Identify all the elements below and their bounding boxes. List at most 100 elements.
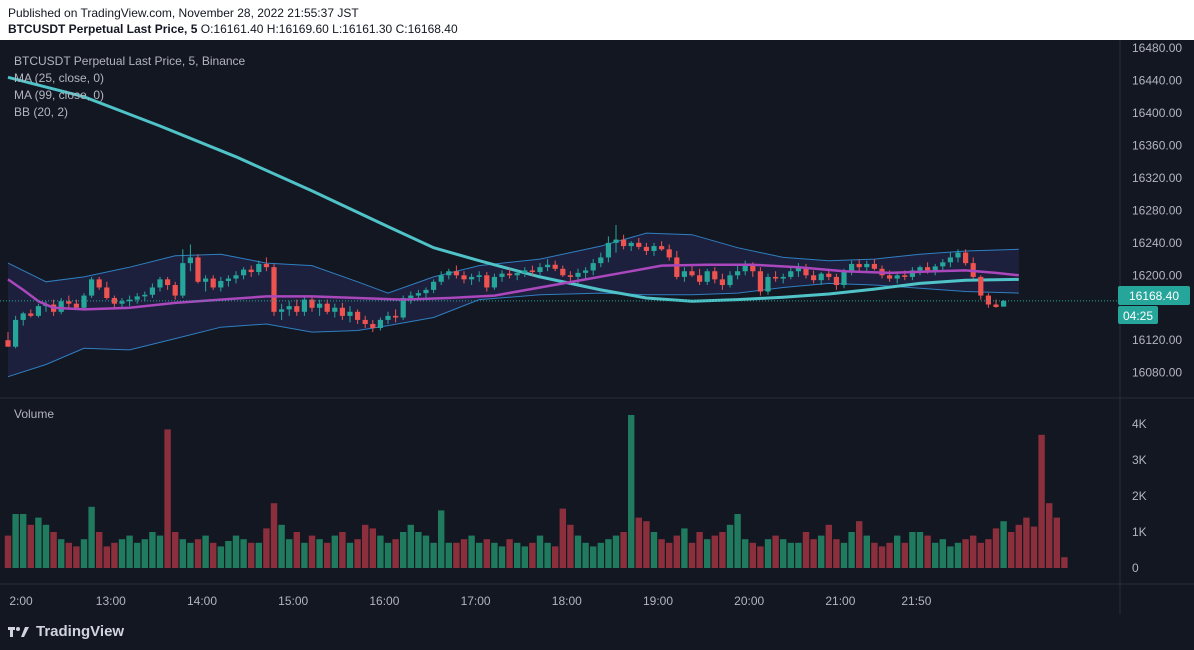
candle [134, 293, 140, 304]
time-tick-label: 20:00 [734, 594, 764, 608]
candle [689, 265, 695, 277]
candle [119, 298, 125, 308]
volume-bar [1023, 517, 1030, 568]
candle-body [598, 257, 604, 264]
volume-bar [149, 532, 156, 568]
candle-body [507, 273, 513, 276]
volume-bar [780, 539, 787, 568]
volume-bar [650, 532, 658, 568]
time-tick-label: 21:50 [901, 594, 931, 608]
legend-ma99[interactable]: MA (99, close, 0) [14, 88, 104, 102]
candle [438, 271, 444, 286]
candle [347, 306, 353, 323]
volume-bar [1030, 526, 1038, 568]
volume-bar [825, 524, 832, 568]
candle [180, 249, 186, 299]
time-tick-label: 15:00 [278, 594, 308, 608]
candle-body [849, 263, 855, 272]
volume-bar [977, 542, 984, 568]
legend: BTCUSDT Perpetual Last Price, 5, Binance… [14, 54, 246, 421]
candle-body [681, 271, 687, 277]
volume-bar [1046, 503, 1053, 568]
time-tick-label: 21:00 [825, 594, 855, 608]
volume-bar [278, 524, 285, 568]
axes: 16480.00 16440.00 16400.00 16360.00 16320.00… [0, 40, 1194, 614]
candle [263, 257, 269, 272]
volume-bar [476, 542, 483, 568]
volume-bar [1053, 517, 1060, 568]
volume-bar [331, 535, 338, 568]
candle-body [719, 279, 725, 286]
legend-bb[interactable]: BB (20, 2) [14, 105, 68, 119]
volume-bar [445, 542, 452, 568]
candle-body [119, 301, 125, 304]
candle [681, 267, 687, 282]
candle [301, 295, 307, 316]
volume-bar [202, 535, 209, 568]
volume-bar [1038, 434, 1045, 568]
time-tick-label: 2:00 [9, 594, 33, 608]
volume-bar [521, 546, 528, 568]
candle [697, 268, 703, 286]
candle-body [157, 279, 163, 288]
legend-volume[interactable]: Volume [14, 407, 54, 421]
candle [833, 273, 839, 290]
candle [605, 236, 611, 263]
volume-bar [240, 539, 247, 568]
volume-bar [818, 535, 825, 568]
candle-body [241, 269, 247, 276]
candle [423, 287, 429, 299]
price-tick-label: 16360.00 [1132, 138, 1182, 152]
candle-body [522, 270, 528, 273]
volume-bar [308, 535, 316, 568]
candle [309, 295, 315, 312]
candle-body [294, 306, 300, 312]
countdown-label: 04:25 [1123, 309, 1153, 323]
candle-body [1001, 300, 1007, 307]
volume-bar [392, 539, 399, 568]
volume-bar [871, 542, 878, 568]
candle [393, 309, 399, 323]
candle-body [347, 311, 353, 316]
candle [978, 275, 984, 300]
candle-body [35, 306, 41, 316]
candle [773, 271, 779, 282]
candle-body [339, 307, 345, 316]
candle [370, 319, 376, 333]
candle-body [324, 303, 330, 312]
candle [545, 259, 551, 272]
candle [195, 254, 201, 284]
candle [203, 275, 209, 292]
volume-bar [111, 542, 118, 568]
volume-bar [802, 532, 810, 568]
volume-bar [696, 532, 703, 568]
candle [621, 234, 627, 250]
volume-bar [924, 535, 931, 568]
volume-bar [734, 514, 741, 568]
chart-canvas[interactable]: 16480.00 16440.00 16400.00 16360.00 16320.00… [0, 40, 1194, 614]
candle [385, 311, 391, 324]
volume-bar [156, 535, 164, 568]
candle-body [947, 257, 953, 263]
legend-ma25[interactable]: MA (25, close, 0) [14, 71, 104, 85]
tradingview-logo[interactable]: TradingView [8, 623, 124, 640]
candle-body [81, 295, 87, 308]
volume-bar [552, 546, 559, 568]
candle [294, 299, 300, 316]
candle-body [203, 278, 209, 282]
candle-body [180, 263, 186, 296]
candle [58, 298, 64, 315]
volume-bars [4, 415, 1068, 568]
candle-body [317, 303, 323, 308]
candle-body [20, 313, 26, 320]
candle [431, 279, 437, 294]
volume-bar [757, 546, 764, 568]
candle-body [438, 275, 444, 282]
volume-bar [962, 539, 969, 568]
ma25-line [7, 263, 1019, 311]
volume-bar [810, 539, 817, 568]
volume-bar [126, 535, 133, 568]
price-tick-label: 16240.00 [1132, 236, 1182, 250]
candle-body [605, 242, 611, 258]
candle [279, 303, 285, 320]
